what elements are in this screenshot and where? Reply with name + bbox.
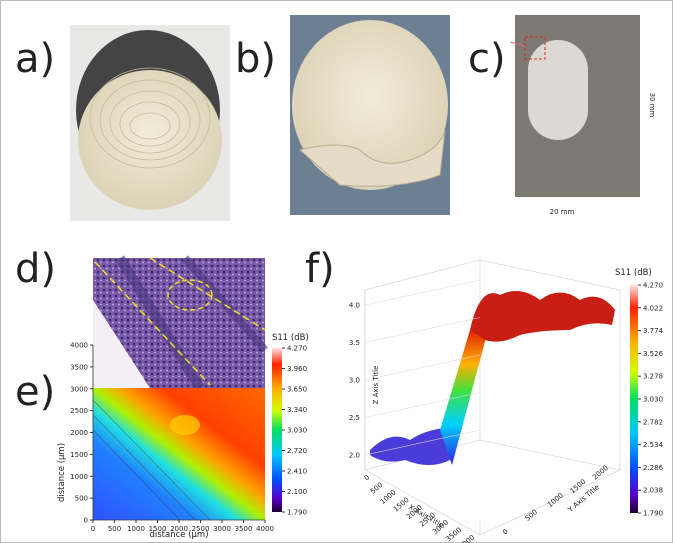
figure: a)b)c)d)e)f)30 mm20 mm050010001500200025…	[0, 0, 673, 543]
panel-label: b)	[235, 36, 276, 82]
surface-f	[370, 291, 615, 465]
y-tick-label: 1000	[546, 491, 565, 509]
colorbar-tick-label: 4.022	[643, 304, 663, 312]
colorbar-tick-label: 2.782	[643, 418, 663, 426]
z-tick-label: 3.5	[349, 339, 360, 347]
colorbar-tick-label: 2.286	[643, 464, 664, 472]
heatmap-e	[93, 388, 265, 520]
x-tick-label: 4000	[457, 533, 476, 543]
panel-label: a)	[15, 36, 55, 82]
x-tick-label: 1500	[392, 496, 411, 514]
colorbar-e	[272, 348, 282, 512]
x-tick-label: 500	[108, 525, 121, 533]
z-tick-label: 4.0	[349, 302, 360, 310]
z-tick-label: 2.5	[349, 414, 360, 422]
scale-label: 20 mm	[550, 208, 575, 216]
scale-label: 30 mm	[648, 93, 656, 118]
z-tick-label: 3.0	[349, 377, 360, 385]
y-tick-label: 0	[84, 517, 88, 525]
colorbar-f	[630, 285, 638, 513]
y-tick-label: 4000	[70, 342, 88, 350]
x-tick-label: 3000	[213, 525, 231, 533]
colorbar-tick-label: 3.030	[287, 427, 307, 435]
photo-b	[290, 15, 450, 215]
colorbar-tick-label: 1.790	[287, 509, 307, 517]
panel-label: e)	[15, 369, 55, 415]
colorbar-tick-label: 3.960	[287, 365, 307, 373]
x-tick-label: 0	[91, 525, 95, 533]
y-tick-label: 2000	[70, 429, 88, 437]
y-axis-title: distance (µm)	[57, 443, 67, 502]
y-tick-label: 3500	[70, 363, 88, 371]
colorbar-tick-label: 3.774	[643, 327, 664, 335]
photo-a	[70, 25, 230, 221]
panel-label: d)	[15, 246, 56, 292]
y-tick-label: 500	[75, 495, 88, 503]
colorbar-tick-label: 1.790	[643, 510, 663, 518]
panel-label: c)	[468, 36, 506, 82]
grid-line	[365, 280, 480, 305]
x-tick-label: 3500	[444, 526, 463, 543]
colorbar-tick-label: 2.720	[287, 447, 307, 455]
colorbar-title: S11 (dB)	[615, 268, 652, 278]
z-tick-label: 2.0	[349, 452, 360, 460]
colorbar-tick-label: 2.100	[287, 488, 307, 496]
colorbar-tick-label: 4.270	[287, 345, 307, 353]
colorbar-tick-label: 3.650	[287, 386, 307, 394]
z-axis-title: Z Axis Title	[372, 366, 380, 405]
photo-c	[510, 15, 640, 197]
colorbar-tick-label: 3.030	[643, 396, 663, 404]
y-tick-label: 1500	[70, 451, 88, 459]
y-tick-label: 500	[524, 508, 539, 523]
y-tick-label: 0	[501, 528, 510, 537]
colorbar-tick-label: 2.534	[643, 441, 664, 449]
colorbar-tick-label: 4.270	[643, 282, 663, 290]
colorbar-tick-label: 3.278	[643, 373, 663, 381]
x-tick-label: 3500	[235, 525, 253, 533]
colorbar-tick-label: 3.340	[287, 406, 307, 414]
x-tick-label: 1000	[379, 488, 398, 506]
y-tick-label: 1000	[70, 473, 88, 481]
colorbar-title: S11 (dB)	[272, 333, 309, 343]
y-tick-label: 2500	[70, 407, 88, 415]
grid-line	[365, 318, 480, 343]
y-tick-label: 3000	[70, 385, 88, 393]
x-tick-label: 500	[369, 481, 384, 496]
x-axis-title: distance (µm)	[149, 530, 208, 540]
colorbar-tick-label: 3.526	[643, 350, 664, 358]
colorbar-tick-label: 2.410	[287, 468, 307, 476]
panel-label: f)	[305, 246, 335, 292]
colorbar-tick-label: 2.038	[643, 487, 663, 495]
photo-d	[93, 258, 265, 388]
x-tick-label: 1000	[127, 525, 145, 533]
x-tick-label: 0	[363, 473, 372, 482]
x-tick-label: 4000	[256, 525, 274, 533]
